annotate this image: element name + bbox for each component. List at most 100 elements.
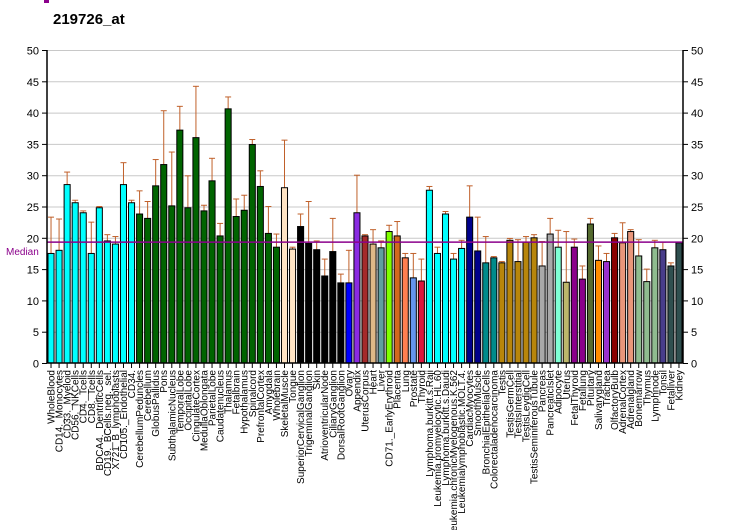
bar [586, 223, 594, 364]
x-tick-label: Heart [369, 370, 380, 395]
y-tick-label-right: 20 [691, 233, 703, 245]
y-tick-label-right: 30 [691, 171, 703, 183]
bar [152, 185, 160, 364]
bar [659, 249, 667, 364]
bar [417, 280, 425, 364]
bar [562, 281, 570, 364]
x-tick-label: CardiacMyocytes [465, 370, 476, 447]
bar [643, 281, 651, 364]
x-tick-label: X721_B_lymphoblasts [111, 370, 122, 470]
x-tick-label: Pancreas [538, 370, 549, 412]
x-tick-label: GlobusPallidus [151, 370, 162, 437]
bar [602, 261, 611, 364]
bar [272, 246, 280, 364]
bar [55, 249, 63, 364]
bar [248, 144, 256, 364]
bar [208, 180, 216, 364]
y-tick-label-left: 25 [27, 202, 39, 214]
bar [136, 213, 144, 364]
bar [128, 202, 136, 364]
x-tick-label: TestisGermCell [505, 370, 516, 438]
bar [393, 235, 401, 364]
x-tick-label: CD56._NKCells [71, 370, 82, 440]
x-tick-label: SmoothMuscle [473, 370, 484, 437]
x-tick-label: Pons [159, 370, 170, 393]
bar [313, 249, 321, 364]
bar [361, 235, 369, 364]
x-tick-label: CingulateCortex [191, 370, 202, 442]
x-tick-label: OlfactoryBulb [610, 370, 621, 430]
bar [87, 252, 95, 364]
x-tick-label: SuperiorCervicalGanglion [296, 370, 307, 484]
x-tick-label: ParietalLobe [208, 370, 219, 427]
x-tick-label: AtrioventricularNode [320, 370, 331, 461]
bar [103, 240, 111, 364]
y-tick-label-right: 0 [691, 359, 697, 371]
x-tick-label: Fetalliver [666, 369, 677, 410]
bar [409, 277, 417, 364]
bar [619, 242, 627, 364]
median-label: Median [6, 247, 39, 258]
y-tick-label-right: 5 [691, 327, 697, 339]
y-tick-label-left: 30 [27, 171, 39, 183]
bar [176, 129, 184, 364]
x-tick-label: UterusCorpus [361, 370, 372, 432]
y-tick-label-left: 50 [27, 46, 39, 58]
x-tick-label: CD71._EarlyErythroid [385, 370, 396, 467]
y-tick-label-left: 15 [27, 265, 39, 277]
x-tick-label: Trachea [602, 370, 613, 407]
x-tick-label: SkeletalMuscle [280, 370, 291, 438]
x-tick-label: MedullaOblongata [199, 370, 210, 452]
x-tick-label: CD14._Monocytes [55, 370, 66, 452]
x-tick-label: Adipocyte [554, 370, 565, 414]
x-tick-label: Skin [312, 370, 323, 389]
y-tick-label-right: 50 [691, 46, 703, 58]
x-tick-label: TestisInterstitial [513, 370, 524, 438]
bar [675, 242, 683, 364]
x-tick-label: Leukemia.chronicMyelogenous.K.562 [449, 370, 460, 530]
bar [578, 278, 586, 364]
bar [47, 252, 55, 364]
y-tick-label-right: 45 [691, 77, 703, 89]
x-tick-label: Thalamus [224, 370, 235, 414]
x-tick-label: PrefrontalCortex [256, 370, 267, 443]
y-tick-label-right: 40 [691, 108, 703, 120]
bar [635, 255, 643, 364]
y-tick-label-left: 20 [27, 233, 39, 245]
x-tick-label: Kidney [674, 370, 685, 401]
bar [240, 209, 248, 364]
x-tick-label: CD34. [127, 370, 138, 398]
bar [514, 261, 522, 364]
x-tick-label: Tonsil [658, 370, 669, 396]
x-tick-label: CD105._Endothelial [119, 370, 130, 459]
x-tick-label: CD33._Myeloid [63, 370, 74, 438]
x-tick-label: FetalThyroid [570, 370, 581, 426]
bar [71, 202, 79, 364]
bar [482, 262, 490, 364]
bar [200, 210, 208, 364]
x-tick-label: Colorectaladenocarcinoma [489, 370, 500, 489]
bar [280, 187, 289, 364]
bar [538, 265, 546, 364]
x-tick-label: TestisSeminiferousTubule [530, 370, 541, 485]
x-tick-label: Leukemialymphoblastic.MOLT.4. [457, 370, 468, 514]
bar [321, 275, 329, 364]
bar [570, 246, 578, 364]
x-tick-label: Liver [377, 369, 388, 391]
x-tick-label: BronchialEpithelialCells [481, 370, 492, 475]
x-tick-label: Cerebellum [143, 370, 154, 421]
x-tick-label: Tongue [288, 370, 299, 403]
bar [144, 217, 152, 364]
x-tick-label: AdrenalCortex [618, 370, 629, 434]
y-tick-label-left: 0 [33, 359, 39, 371]
bar [667, 265, 675, 364]
bar [232, 216, 240, 364]
x-tick-label: DorsalRootGanglion [336, 370, 347, 460]
bar [546, 233, 554, 364]
x-tick-label: Wholebrain [272, 370, 283, 421]
bar [95, 207, 103, 364]
x-tick-label: Ovary [344, 370, 355, 397]
x-tick-label: CD4._Tcells [79, 370, 90, 423]
bar [433, 252, 441, 364]
